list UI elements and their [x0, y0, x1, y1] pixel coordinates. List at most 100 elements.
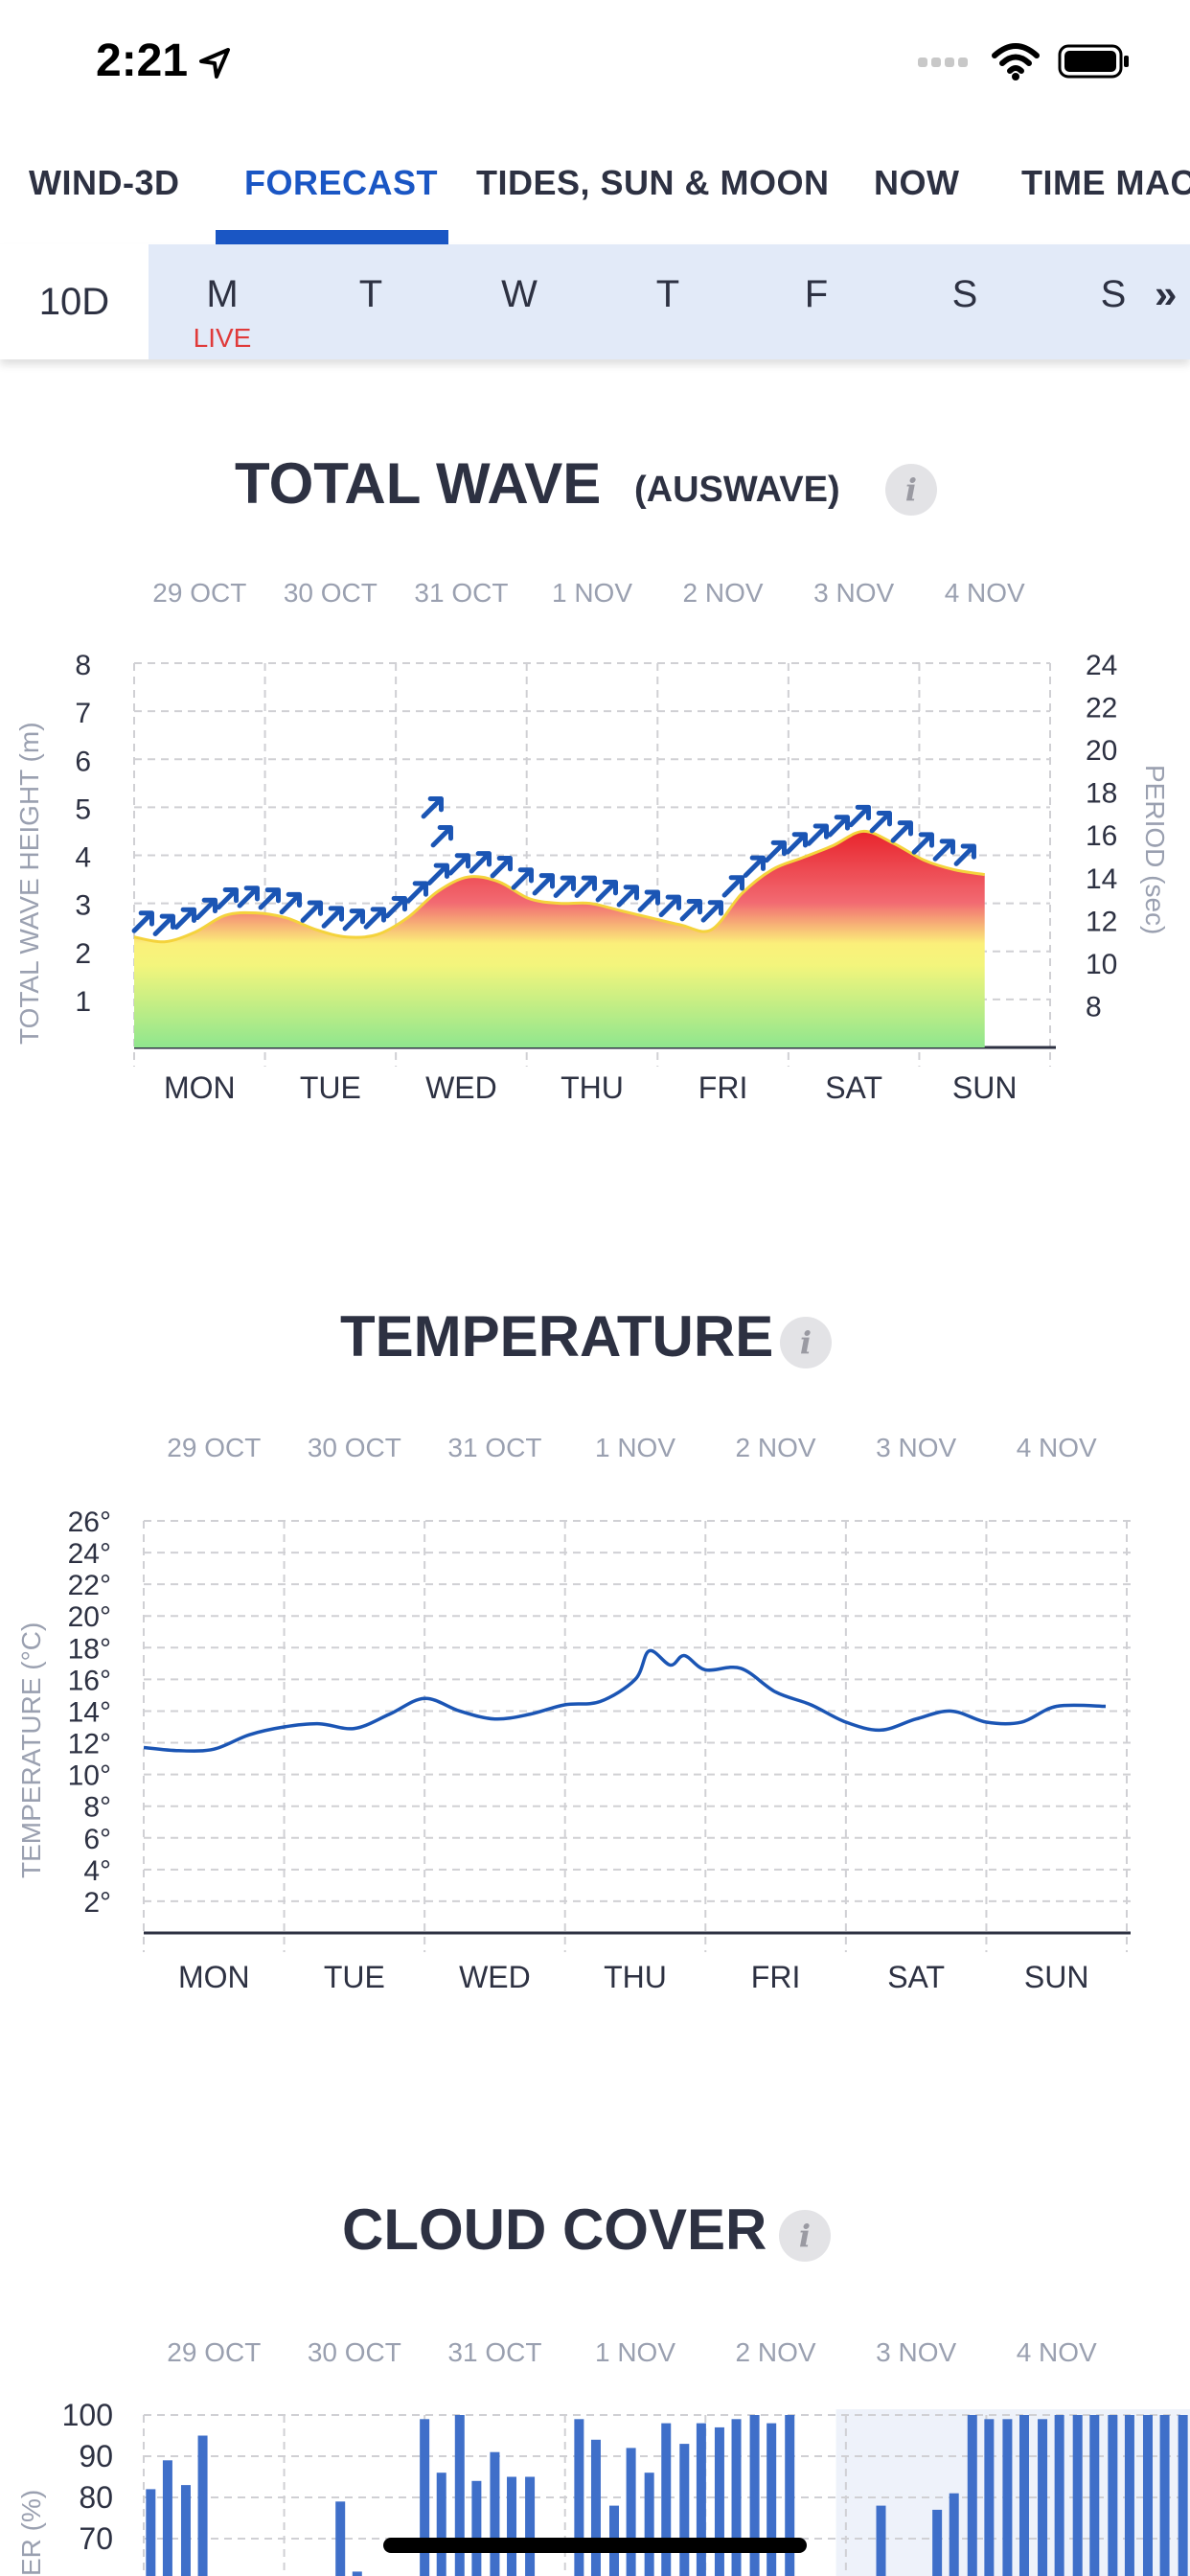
wave-day-label: MON [164, 1070, 236, 1105]
swell-arrow-shape [152, 913, 175, 937]
wave-period-tick: 8 [1086, 991, 1102, 1023]
swell-arrow-shape [764, 840, 787, 863]
wave-y-tick: 2 [75, 938, 91, 970]
temperature-y-tick: 24° [68, 1538, 111, 1570]
temperature-day-label: TUE [324, 1960, 385, 1994]
swell-arrow-icon [279, 891, 302, 915]
tab-now[interactable]: NOW [874, 163, 960, 202]
cloud-bar [984, 2419, 995, 2576]
more-days-icon[interactable]: » [1155, 271, 1178, 316]
wave-date-label: 4 NOV [945, 578, 1025, 608]
temperature-date-label: 3 NOV [876, 1433, 956, 1462]
temperature-day-label: THU [604, 1960, 667, 1994]
cloud-bar [590, 2439, 601, 2576]
cloud-bar [679, 2444, 690, 2576]
cloud-bar [436, 2472, 446, 2576]
swell-arrow-icon [152, 913, 175, 937]
cloud-bar [967, 2415, 977, 2576]
swell-arrow-shape [595, 880, 618, 903]
temperature-y-tick: 16° [68, 1665, 111, 1696]
swell-arrow-icon [258, 887, 281, 910]
wave-y-tick: 4 [75, 842, 91, 874]
swell-arrow-icon [595, 880, 618, 903]
cloud-y-tick: 70 [79, 2521, 113, 2556]
day-saturday[interactable]: S [951, 273, 978, 315]
tab-time-machine[interactable]: TIME MAC [1021, 163, 1190, 202]
swell-arrow-icon [237, 886, 260, 908]
swell-arrow-icon [637, 889, 660, 912]
cloud-info-icon[interactable]: i [779, 2210, 831, 2262]
swell-arrow-shape [342, 908, 365, 932]
temperature-y-tick: 18° [68, 1633, 111, 1665]
wave-date-label: 3 NOV [813, 578, 894, 608]
cloud-bar [574, 2419, 584, 2576]
swell-arrow-icon [848, 804, 871, 828]
swell-arrow-icon [785, 832, 808, 855]
swell-arrow-icon [806, 823, 829, 846]
cloud-bar [661, 2423, 672, 2576]
swell-arrow-shape [806, 823, 829, 846]
wave-period-tick: 16 [1086, 820, 1117, 852]
temperature-y-tick: 8° [83, 1792, 111, 1824]
day-monday[interactable]: M [206, 273, 239, 315]
swell-arrow-icon [574, 875, 597, 899]
cloud-bar [454, 2415, 465, 2576]
temperature-y-tick: 12° [68, 1729, 111, 1760]
swell-arrow-shape [721, 875, 744, 898]
tab-tides-sun-moon[interactable]: TIDES, SUN & MOON [476, 163, 830, 202]
cloud-bar [1072, 2415, 1083, 2576]
swell-arrow-icon [869, 811, 892, 834]
cloud-bar [420, 2419, 430, 2576]
wave-period-tick: 14 [1086, 863, 1117, 895]
active-tab-indicator [216, 230, 448, 244]
swell-arrow-shape [447, 853, 470, 876]
swell-arrow-shape [679, 898, 702, 922]
temperature-chart: 29 OCT 30 OCT 31 OCT 1 NOV 2 NOV 3 NOV 4 NOV 2… [16, 1433, 1131, 1994]
wave-period-tick: 10 [1086, 949, 1117, 980]
ten-day-button[interactable]: 10D [38, 280, 110, 323]
wave-period-axis-label: PERIOD (sec) [1140, 765, 1170, 934]
swell-arrow-icon [430, 825, 453, 848]
temperature-date-label: 4 NOV [1017, 1433, 1097, 1462]
tab-wind-3d[interactable]: WIND-3D [29, 163, 180, 202]
swell-arrow-shape [785, 832, 808, 855]
temperature-date-label: 30 OCT [308, 1433, 401, 1462]
cloud-night-shade [835, 2409, 1190, 2576]
wave-period-tick: 24 [1086, 650, 1117, 681]
cloud-bar [471, 2480, 482, 2576]
day-wednesday[interactable]: W [501, 273, 538, 315]
cloud-date-label: 29 OCT [167, 2337, 261, 2367]
temperature-day-label: SUN [1024, 1960, 1089, 1994]
cloud-bar [932, 2509, 943, 2576]
temperature-y-tick: 22° [68, 1570, 111, 1601]
temperature-y-axis-label: TEMPERATURE (°C) [16, 1622, 46, 1878]
wave-info-icon[interactable]: i [885, 464, 937, 516]
wave-y-tick: 8 [75, 650, 91, 681]
home-indicator[interactable] [383, 2538, 807, 2553]
wave-y-tick: 3 [75, 890, 91, 922]
wave-title: TOTAL WAVE [235, 451, 602, 516]
wave-day-label: SUN [952, 1070, 1018, 1105]
wave-y-tick: 5 [75, 794, 91, 825]
swell-arrow-shape [237, 886, 260, 908]
cloud-bar [767, 2423, 777, 2576]
swell-arrow-shape [511, 867, 534, 890]
tab-forecast[interactable]: FORECAST [244, 163, 438, 202]
swell-arrow-shape [637, 889, 660, 912]
temperature-y-tick: 4° [83, 1855, 111, 1887]
day-tuesday[interactable]: T [358, 273, 383, 315]
day-friday[interactable]: F [804, 273, 829, 315]
cloud-bar [335, 2501, 346, 2576]
swell-arrow-icon [890, 820, 913, 843]
cloud-date-label: 3 NOV [876, 2337, 956, 2367]
swell-arrow-shape [173, 907, 196, 931]
swell-arrow-shape [911, 832, 934, 855]
swell-arrow-shape [827, 815, 850, 838]
cloud-title: CLOUD COVER [342, 2197, 767, 2262]
temperature-info-icon[interactable]: i [780, 1317, 832, 1368]
day-thursday[interactable]: T [655, 273, 680, 315]
day-sunday[interactable]: S [1100, 273, 1127, 315]
wave-y-tick: 6 [75, 746, 91, 777]
swell-arrow-icon [321, 906, 344, 929]
status-bar: 2:21 [0, 0, 1190, 125]
